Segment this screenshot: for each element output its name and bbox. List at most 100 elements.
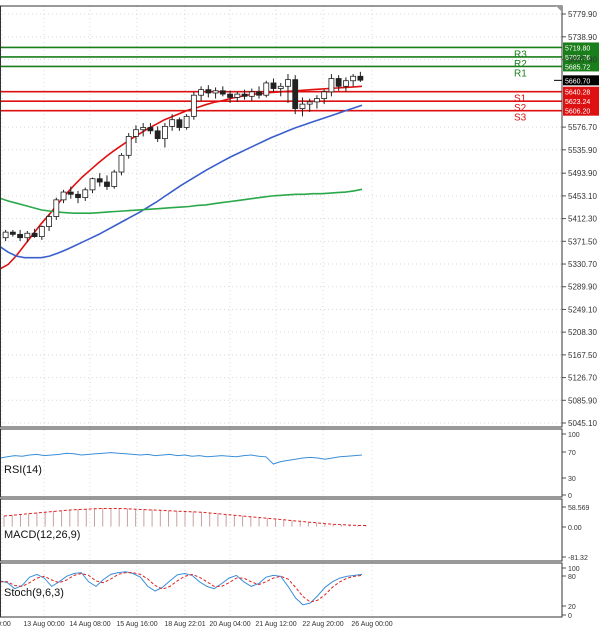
main-panel-frame <box>0 5 563 428</box>
price-tick-label: 5289.90 <box>568 283 597 292</box>
ind-tick-label: 100 <box>568 432 580 439</box>
price-tick-label: 5126.70 <box>568 374 597 383</box>
candle-body <box>154 130 161 140</box>
level-tag-r2 <box>563 51 599 62</box>
ind-tick-label: 80 <box>568 574 576 581</box>
current-price-label: 5660.70 <box>565 78 590 85</box>
ind-tick-label: 20 <box>568 604 576 611</box>
ma-line-ma-fast <box>0 85 363 270</box>
price-tick-label: 5045.10 <box>568 419 597 428</box>
candle-body <box>277 85 284 89</box>
candle-body <box>169 119 176 127</box>
corner-marker <box>556 6 562 12</box>
candle-body <box>328 78 335 93</box>
time-tick-label: 20 Aug 04:00 <box>209 621 250 628</box>
ind-tick-label: 30 <box>568 476 576 483</box>
candle-body <box>321 91 328 99</box>
candle-body <box>234 93 241 98</box>
candles <box>2 71 364 243</box>
level-tag-s3 <box>563 105 599 116</box>
level-value-s1: 5640.28 <box>565 90 590 97</box>
indicator-panels: RSI(14) MACD(12,26,9) Stoch(9,6,3) <box>0 452 367 606</box>
indicator-panel-frame <box>0 498 563 562</box>
level-value-s2: 5623.24 <box>565 99 590 106</box>
grid <box>0 6 562 617</box>
candle-body <box>9 231 16 235</box>
candle-body <box>314 98 320 103</box>
candle-body <box>176 119 183 128</box>
price-tick-label: 5779.90 <box>568 10 597 19</box>
price-tick-label: 5697.90 <box>568 56 597 65</box>
candle-body <box>270 82 277 89</box>
level-tag-r1 <box>563 61 599 72</box>
ind-tick-label: 100 <box>568 566 580 573</box>
price-tick-label: 5167.50 <box>568 351 597 360</box>
ma-line-ma-mid <box>0 104 363 259</box>
candle-body <box>111 171 118 187</box>
candle-body <box>38 226 45 237</box>
time-tick-label: 00:00 <box>0 621 11 628</box>
candle-body <box>118 154 125 173</box>
ind-tick-label: 70 <box>568 450 576 457</box>
candle-body <box>60 191 67 201</box>
candle-body <box>82 189 89 199</box>
price-tick-label: 5493.90 <box>568 169 597 178</box>
ind-tick-label: 0 <box>568 613 572 620</box>
level-tag-r3 <box>563 42 599 53</box>
candle-body <box>147 127 154 132</box>
time-tick-label: 21 Aug 12:00 <box>255 621 296 628</box>
candle-body <box>96 178 103 183</box>
candle-body <box>133 129 139 137</box>
candle-body <box>241 93 248 97</box>
candle-body <box>46 216 52 227</box>
indicator-label: Stoch(9,6,3) <box>4 587 64 599</box>
time-tick-label: 22 Aug 20:00 <box>302 621 343 628</box>
moving-averages <box>0 85 363 270</box>
candle-body <box>24 232 31 239</box>
ind-tick-label: 58.569 <box>568 505 590 512</box>
candle-body <box>198 89 205 96</box>
time-tick-label: 14 Aug 08:00 <box>69 621 110 628</box>
level-name-r3: R3 <box>514 49 527 60</box>
candle-body <box>183 115 190 128</box>
level-name-s2: S2 <box>514 103 527 114</box>
time-tick-label: 26 Aug 00:00 <box>351 621 392 628</box>
candle-body <box>263 82 270 96</box>
candle-body <box>350 75 357 82</box>
price-tick-label: 5330.70 <box>568 260 597 269</box>
price-tick-label: 5576.70 <box>568 123 597 132</box>
level-tag-s1 <box>563 86 599 97</box>
indicator-panel-frame <box>0 428 563 498</box>
candle-body <box>161 125 168 140</box>
level-value-r2: 5702.76 <box>565 55 590 62</box>
candle-body <box>140 127 147 131</box>
time-tick-label: 15 Aug 16:00 <box>116 621 157 628</box>
price-tick-label: 5249.10 <box>568 305 597 314</box>
time-tick-label: 18 Aug 22:01 <box>164 621 205 628</box>
candle-body <box>2 231 9 239</box>
candle-body <box>227 93 233 98</box>
panel-frames <box>0 5 563 618</box>
level-value-s3: 5606.20 <box>565 109 590 116</box>
indicator-label: MACD(12,26,9) <box>4 529 80 541</box>
ma-line-ma-slow <box>0 188 363 214</box>
candle-body <box>335 78 342 87</box>
price-tick-label: 5085.90 <box>568 396 597 405</box>
candle-body <box>248 91 255 97</box>
candle-body <box>292 79 299 109</box>
stoch-d-line <box>0 572 363 603</box>
candle-body <box>299 103 306 109</box>
candle-body <box>67 191 74 195</box>
candle-body <box>306 101 313 105</box>
candle-body <box>285 79 291 87</box>
time-tick-label: 13 Aug 00:00 <box>23 621 64 628</box>
level-value-r1: 5685.72 <box>565 64 590 71</box>
level-tag-s2 <box>563 96 599 107</box>
indicator-label: RSI(14) <box>4 464 42 476</box>
ind-tick-label: 0.00 <box>568 525 582 532</box>
candle-body <box>89 178 96 191</box>
price-tick-label: 5412.30 <box>568 215 597 224</box>
candle-body <box>205 89 212 94</box>
price-tick-label: 5738.90 <box>568 33 597 42</box>
